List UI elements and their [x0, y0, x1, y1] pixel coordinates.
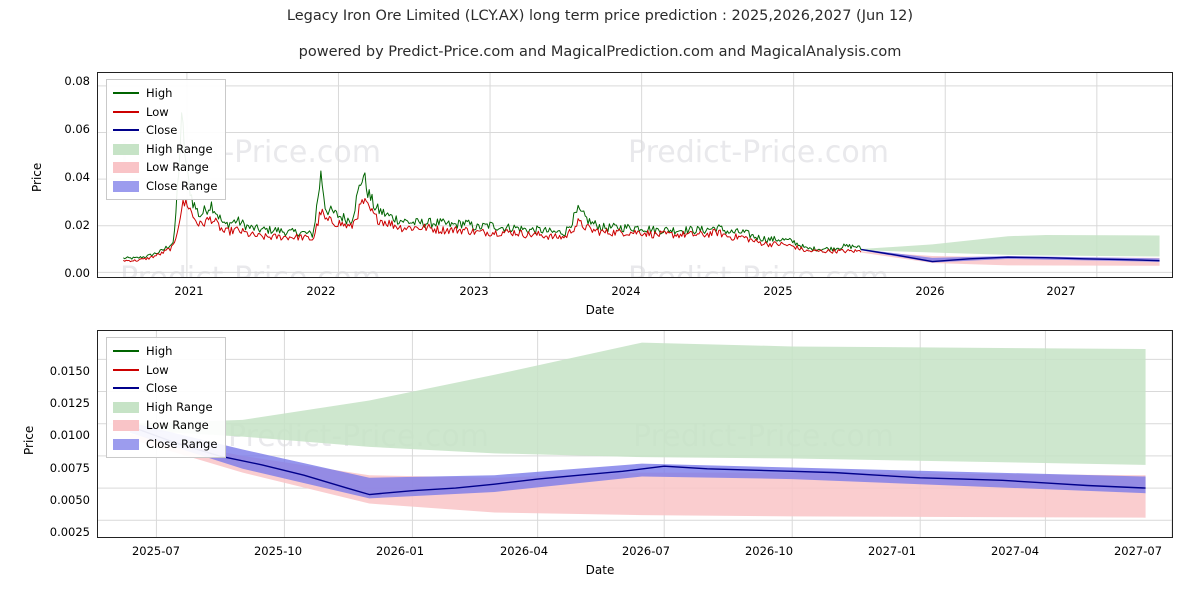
- y-tick-bottom: 0.0075: [35, 461, 90, 475]
- top-plot-surface: [98, 73, 1172, 277]
- legend-line-swatch: [113, 106, 139, 118]
- legend-item-label: Low: [146, 363, 169, 377]
- legend-item-label: Close Range: [146, 179, 217, 193]
- legend-item-label: High: [146, 86, 172, 100]
- legend-item-label: High: [146, 344, 172, 358]
- page-subtitle: powered by Predict-Price.com and Magical…: [0, 44, 1200, 60]
- legend-item-label: Low Range: [146, 418, 209, 432]
- y-tick-top: 0.02: [45, 218, 90, 232]
- x-tick-bottom: 2027-01: [860, 544, 924, 558]
- legend-bottom: High Low Close High Range Low Range Close Ran…: [106, 337, 226, 458]
- x-tick-top: 2022: [301, 284, 341, 298]
- x-tick-top: 2021: [169, 284, 209, 298]
- legend-patch-swatch: [113, 419, 139, 431]
- x-tick-bottom: 2027-07: [1106, 544, 1170, 558]
- legend-patch-swatch: [113, 143, 139, 155]
- x-tick-top: 2027: [1041, 284, 1081, 298]
- legend-item: High: [113, 84, 217, 103]
- x-tick-top: 2025: [758, 284, 798, 298]
- legend-item-label: Low: [146, 105, 169, 119]
- y-tick-bottom: 0.0050: [35, 493, 90, 507]
- x-tick-bottom: 2025-10: [246, 544, 310, 558]
- y-tick-bottom: 0.0025: [35, 525, 90, 539]
- legend-item-label: Low Range: [146, 160, 209, 174]
- legend-item: Low Range: [113, 416, 217, 435]
- legend-patch-swatch: [113, 401, 139, 413]
- legend-top: High Low Close High Range Low Range Close Ran…: [106, 79, 226, 200]
- chart-page: Legacy Iron Ore Limited (LCY.AX) long te…: [0, 0, 1200, 600]
- historical-price-chart: Predict-Price.com Predict-Price.com Pred…: [97, 72, 1173, 278]
- legend-item: High: [113, 342, 217, 361]
- legend-item-label: Close: [146, 381, 177, 395]
- x-tick-top: 2026: [910, 284, 950, 298]
- legend-item: Close: [113, 379, 217, 398]
- legend-item-label: High Range: [146, 142, 213, 156]
- legend-item: Close Range: [113, 177, 217, 196]
- x-axis-label-top: Date: [0, 303, 1200, 317]
- legend-line-swatch: [113, 124, 139, 136]
- legend-patch-swatch: [113, 438, 139, 450]
- x-tick-bottom: 2027-04: [983, 544, 1047, 558]
- legend-item: Low: [113, 103, 217, 122]
- x-tick-top: 2023: [454, 284, 494, 298]
- x-axis-label-bottom: Date: [0, 563, 1200, 577]
- y-axis-label-bottom: Price: [22, 426, 36, 455]
- y-tick-top: 0.00: [45, 266, 90, 280]
- legend-line-swatch: [113, 364, 139, 376]
- bottom-plot-surface: [98, 331, 1172, 537]
- x-tick-bottom: 2026-01: [368, 544, 432, 558]
- y-tick-bottom: 0.0125: [35, 396, 90, 410]
- legend-item-label: Close: [146, 123, 177, 137]
- legend-item: High Range: [113, 398, 217, 417]
- y-tick-top: 0.08: [45, 74, 90, 88]
- page-title: Legacy Iron Ore Limited (LCY.AX) long te…: [0, 8, 1200, 24]
- legend-line-swatch: [113, 382, 139, 394]
- legend-item: Close: [113, 121, 217, 140]
- y-tick-top: 0.06: [45, 122, 90, 136]
- legend-item: High Range: [113, 140, 217, 159]
- y-axis-label-top: Price: [30, 163, 44, 192]
- x-tick-bottom: 2026-07: [614, 544, 678, 558]
- legend-patch-swatch: [113, 161, 139, 173]
- x-tick-top: 2024: [606, 284, 646, 298]
- legend-item-label: High Range: [146, 400, 213, 414]
- y-tick-top: 0.04: [45, 170, 90, 184]
- legend-line-swatch: [113, 345, 139, 357]
- legend-item: Low: [113, 361, 217, 380]
- legend-patch-swatch: [113, 180, 139, 192]
- x-tick-bottom: 2026-04: [492, 544, 556, 558]
- legend-line-swatch: [113, 87, 139, 99]
- legend-item: Low Range: [113, 158, 217, 177]
- y-tick-bottom: 0.0100: [35, 428, 90, 442]
- x-tick-bottom: 2025-07: [124, 544, 188, 558]
- forecast-price-chart: Predict-Price.com Predict-Price.com: [97, 330, 1173, 538]
- legend-item-label: Close Range: [146, 437, 217, 451]
- legend-item: Close Range: [113, 435, 217, 454]
- x-tick-bottom: 2026-10: [737, 544, 801, 558]
- y-tick-bottom: 0.0150: [35, 364, 90, 378]
